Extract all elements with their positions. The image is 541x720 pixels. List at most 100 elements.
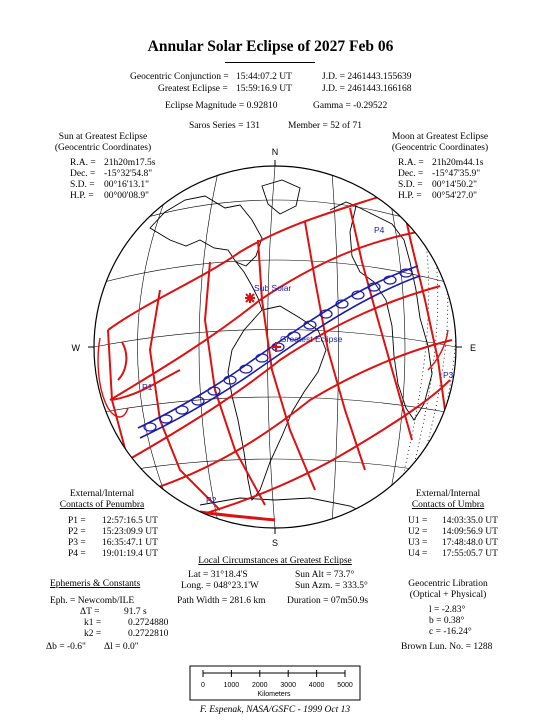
libration-c: c = -16.24°	[429, 627, 472, 637]
scale-tick-2000: 2000	[252, 682, 268, 689]
conjunction-jd: J.D. = 2461443.155639	[322, 72, 412, 82]
sun-ra-label: R.A. =	[70, 158, 96, 168]
p1-label: P1	[142, 382, 153, 392]
u4-label: U4 =	[408, 549, 428, 559]
eclipse-magnitude: Eclipse Magnitude = 0.92810	[165, 101, 278, 111]
north-label: N	[272, 147, 279, 157]
k2-row: k2 = 0.2722810	[84, 629, 168, 640]
moon-ra-value: 21h20m44.1s	[432, 158, 484, 168]
graticule	[94, 166, 456, 528]
delta-l: Δl = 0.0"	[104, 642, 139, 652]
penumbra-subheading: Contacts of Penumbra	[59, 500, 145, 510]
ephemeris-source: Eph. = Newcomb/ILE	[50, 596, 135, 606]
p3-label-text: P3 =	[68, 538, 86, 548]
p1-row: P1 = 12:57:16.5 UT	[68, 516, 158, 527]
p3-label: P3	[443, 370, 454, 380]
local-heading: Local Circumstances at Greatest Eclipse	[198, 556, 352, 566]
delta-t-label: ΔT =	[80, 607, 100, 617]
u1-label: U1 =	[408, 516, 428, 526]
sun-sd-row: S.D. = 00°16'13.1"	[70, 180, 149, 191]
scale-box	[189, 665, 361, 701]
path-width: Path Width = 281.6 km	[177, 596, 266, 606]
p1-value: 12:57:16.5 UT	[102, 516, 158, 526]
k1-value: 0.2724880	[128, 618, 169, 628]
greatest-jd: J.D. = 2461443.166168	[322, 84, 412, 94]
moon-sd-label: S.D. =	[398, 180, 423, 190]
scale-unit: Kilometers	[257, 691, 291, 698]
delta-b: Δb = -0.6"	[46, 642, 86, 652]
u3-label: U3 =	[408, 538, 428, 548]
sun-subheading: (Geocentric Coordinates)	[54, 143, 152, 153]
greatest-eclipse-marker	[271, 342, 281, 352]
conjunction-time: 15:44:07.2 UT	[236, 72, 292, 82]
p1-label-text: P1 =	[68, 516, 86, 526]
moon-dec-label: Dec. =	[398, 169, 424, 179]
u2-row: U2 = 14:09:56.9 UT	[408, 527, 498, 538]
gamma: Gamma = -0.29522	[313, 101, 388, 111]
west-label: W	[72, 343, 81, 353]
u4-row: U4 = 17:55:05.7 UT	[408, 549, 498, 560]
p3-value: 16:35:47.1 UT	[102, 538, 158, 548]
k1-label: k1 =	[84, 618, 102, 628]
p3-row: P3 = 16:35:47.1 UT	[68, 538, 158, 549]
scale-tick-3000: 3000	[280, 682, 296, 689]
south-label: S	[272, 538, 278, 548]
p2-value: 15:23:09.9 UT	[102, 527, 158, 537]
u3-row: U3 = 17:48:48.0 UT	[408, 538, 498, 549]
k2-label: k2 =	[84, 629, 102, 639]
p2-label: P2	[206, 495, 217, 505]
saros-series: Saros Series = 131	[189, 121, 261, 131]
libration-l: l = -2.83°	[429, 605, 466, 615]
credit: F. Espenak, NASA/GSFC - 1999 Oct 13	[199, 705, 351, 715]
local-long: Long. = 048°23.1'W	[181, 581, 259, 591]
scale-tick-5000: 5000	[337, 682, 353, 689]
sub-solar-marker	[245, 293, 255, 303]
delta-t-value: 91.7 s	[124, 607, 147, 617]
brown-lunation: Brown Lun. No. = 1288	[401, 642, 493, 652]
greatest-time: 15:59:16.9 UT	[236, 84, 292, 94]
k2-value: 0.2722810	[128, 629, 169, 639]
p4-value: 19:01:19.4 UT	[102, 549, 158, 559]
moon-hp-value: 00°54'27.0"	[432, 191, 478, 201]
moon-dec-value: -15°47'35.9"	[432, 169, 481, 179]
umbra-heading: External/Internal	[415, 489, 481, 499]
title-underline	[225, 62, 315, 63]
sun-dec-label: Dec. =	[70, 169, 96, 179]
sun-dec-value: -15°32'54.8"	[104, 169, 153, 179]
libration-heading: Geocentric Libration	[408, 579, 488, 589]
sun-ra-value: 21h20m17.5s	[104, 158, 156, 168]
u4-value: 17:55:05.7 UT	[442, 549, 498, 559]
umbra-subheading: Contacts of Umbra	[411, 500, 485, 510]
moon-ra-label: R.A. =	[398, 158, 424, 168]
sun-heading: Sun at Greatest Eclipse	[58, 132, 148, 142]
moon-sd-row: S.D. = 00°14'50.2"	[398, 180, 477, 191]
sun-hp-label: H.P. =	[70, 191, 94, 201]
annular-path-ovals	[143, 268, 413, 432]
moon-subheading: (Geocentric Coordinates)	[391, 143, 489, 153]
scale-ticks	[202, 670, 346, 677]
sun-hp-row: H.P. = 00°00'08.9"	[70, 191, 149, 202]
east-label: E	[470, 343, 476, 353]
sun-dec-row: Dec. = -15°32'54.8"	[70, 169, 152, 180]
greatest-label: Greatest Eclipse =	[158, 84, 228, 94]
penumbra-heading: External/Internal	[69, 489, 135, 499]
delta-t-row: ΔT = 91.7 s	[80, 607, 147, 618]
sun-altitude: Sun Alt = 73.7°	[295, 570, 355, 580]
sun-sd-value: 00°16'13.1"	[104, 180, 150, 190]
moon-hp-row: H.P. = 00°54'27.0"	[398, 191, 477, 202]
local-lat: Lat = 31°18.4'S	[188, 570, 248, 580]
conjunction-label: Geocentric Conjunction =	[130, 72, 229, 82]
saros-member: Member = 52 of 71	[288, 121, 362, 131]
u1-value: 14:03:35.0 UT	[442, 516, 498, 526]
duration: Duration = 07m50.9s	[287, 596, 369, 606]
p4-label-text: P4 =	[68, 549, 86, 559]
moon-hp-label: H.P. =	[398, 191, 422, 201]
sub-solar-label: Sub Solar	[254, 283, 291, 293]
sun-azimuth: Sun Azm. = 333.5°	[295, 581, 368, 591]
scale-tick-0: 0	[201, 682, 205, 689]
sun-sd-label: S.D. =	[70, 180, 95, 190]
u2-label: U2 =	[408, 527, 428, 537]
scale-tick-4000: 4000	[309, 682, 325, 689]
greatest-eclipse-label: Greatest Eclipse	[280, 334, 343, 344]
p4-row: P4 = 19:01:19.4 UT	[68, 549, 158, 560]
